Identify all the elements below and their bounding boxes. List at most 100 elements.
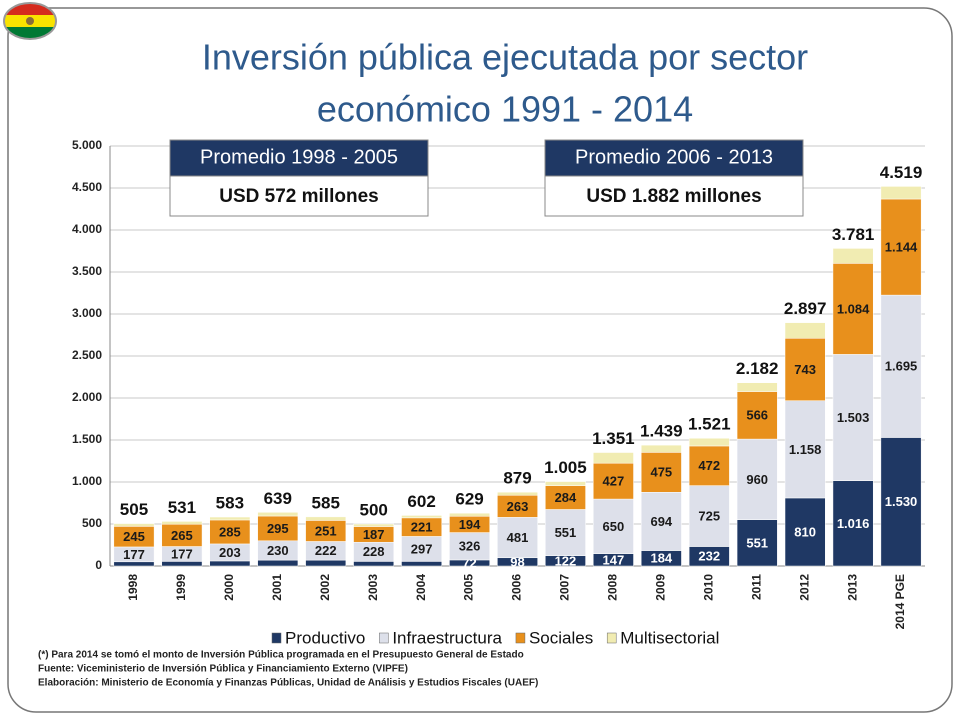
footnote: (*) Para 2014 se tomó el monto de Invers… — [38, 650, 524, 661]
data-label: 1.158 — [789, 442, 822, 457]
bar-segment — [257, 512, 299, 517]
data-label: 122 — [555, 553, 577, 568]
bar-segment — [736, 382, 778, 392]
annotation-header-box — [544, 139, 804, 177]
data-label: 232 — [698, 549, 720, 564]
data-label: 147 — [603, 552, 625, 567]
x-tick-label: 2011 — [749, 574, 763, 600]
legend-swatch — [271, 632, 282, 644]
bar-segment — [688, 445, 730, 486]
data-label: 297 — [411, 541, 433, 556]
bar-segment — [161, 521, 203, 525]
data-label: 566 — [746, 408, 768, 423]
slide-title: Inversión pública ejecutada por sector — [202, 37, 808, 78]
y-tick-label: 2.500 — [72, 348, 102, 362]
total-label: 602 — [407, 492, 435, 511]
footnote: Elaboración: Ministerio de Economía y Fi… — [38, 678, 538, 689]
x-tick-label: 2002 — [318, 574, 332, 601]
annotation-header: Promedio 1998 - 2005 — [200, 146, 398, 168]
bar-segment — [353, 561, 395, 567]
bar-segment — [880, 294, 922, 438]
data-label: 1.695 — [885, 359, 918, 374]
bar-segment — [832, 354, 874, 481]
y-tick-label: 3.500 — [72, 264, 102, 278]
bar-segment — [880, 186, 922, 200]
bar-segment — [401, 536, 443, 562]
total-label: 1.005 — [544, 458, 587, 477]
slide-title-continued: económico 1991 - 2014 — [317, 89, 693, 130]
legend-label: Multisectorial — [620, 628, 719, 647]
bar-segment — [640, 444, 682, 453]
total-label: 4.519 — [880, 163, 923, 182]
x-tick-label: 2003 — [366, 574, 380, 601]
bar-segment — [161, 561, 203, 567]
total-label: 629 — [455, 490, 483, 509]
bar-segment — [688, 485, 730, 547]
bar-segment — [305, 516, 347, 521]
bar-segment — [257, 515, 299, 542]
bar-segment — [449, 512, 490, 517]
footnote: Fuente: Viceministerio de Inversión Públ… — [38, 664, 408, 675]
data-label: 1.084 — [837, 301, 870, 316]
data-label: 251 — [315, 523, 337, 538]
x-tick-label: 1998 — [126, 574, 140, 601]
y-tick-label: 4.500 — [72, 180, 102, 194]
x-tick-label: 2007 — [558, 574, 572, 601]
bar-segment — [545, 509, 586, 557]
data-label: 177 — [123, 547, 145, 562]
data-label: 725 — [698, 508, 720, 523]
x-tick-label: 2006 — [510, 574, 524, 601]
data-label: 265 — [171, 528, 193, 543]
y-tick-label: 1.500 — [72, 432, 102, 446]
bar-segment — [736, 519, 778, 567]
x-tick-label: 2005 — [462, 574, 476, 601]
data-label: 960 — [746, 472, 768, 487]
data-label: 245 — [123, 529, 145, 544]
flag — [3, 2, 57, 40]
legend-label: Productivo — [285, 628, 365, 647]
total-label: 639 — [264, 489, 292, 508]
data-label: 184 — [650, 551, 672, 566]
total-label: 2.182 — [736, 359, 779, 378]
legend-swatch — [515, 632, 526, 644]
data-label: 551 — [555, 525, 577, 540]
data-label: 284 — [555, 490, 577, 505]
x-tick-label: 2013 — [845, 574, 859, 601]
bar-segment — [640, 491, 682, 551]
annotation-header: Promedio 2006 - 2013 — [575, 146, 773, 168]
y-tick-label: 2.000 — [72, 390, 102, 404]
data-label: 263 — [507, 499, 529, 514]
data-label: 177 — [171, 546, 193, 561]
legend-swatch — [379, 632, 389, 644]
bar-segment — [640, 452, 682, 493]
data-label: 650 — [603, 519, 625, 534]
total-label: 531 — [168, 498, 196, 517]
x-tick-label: 2012 — [797, 574, 811, 601]
bar-segment — [113, 561, 155, 567]
plot: 0 500 1.000 1.500 2.000 2.500 3.000 3.500 4.000 4… — [38, 138, 925, 689]
bar-segment — [880, 437, 922, 567]
bar-segment — [497, 517, 538, 559]
data-label: 1.144 — [885, 239, 918, 254]
bar-segment — [880, 198, 922, 296]
total-label: 1.521 — [688, 415, 731, 434]
total-label: 585 — [312, 493, 340, 512]
x-tick-label: 1999 — [174, 574, 188, 601]
y-tick-label: 1.000 — [72, 474, 102, 488]
data-label: 295 — [267, 521, 289, 536]
bar-segment — [784, 322, 826, 339]
annotation-text: USD 572 millones — [219, 186, 378, 207]
bar-segment — [113, 523, 155, 527]
x-tick-label: 2009 — [653, 574, 667, 601]
total-label: 1.439 — [640, 422, 683, 441]
y-tick-label: 5.000 — [72, 138, 102, 152]
bar-segment — [736, 391, 778, 440]
x-tick-label: 2014 PGE — [893, 574, 907, 629]
bar-segment — [832, 263, 874, 355]
data-label: 285 — [219, 524, 241, 539]
total-label: 1.351 — [592, 429, 635, 448]
annotation-header-box — [169, 139, 429, 177]
total-label: 879 — [503, 469, 531, 488]
x-tick-label: 2000 — [222, 574, 236, 601]
